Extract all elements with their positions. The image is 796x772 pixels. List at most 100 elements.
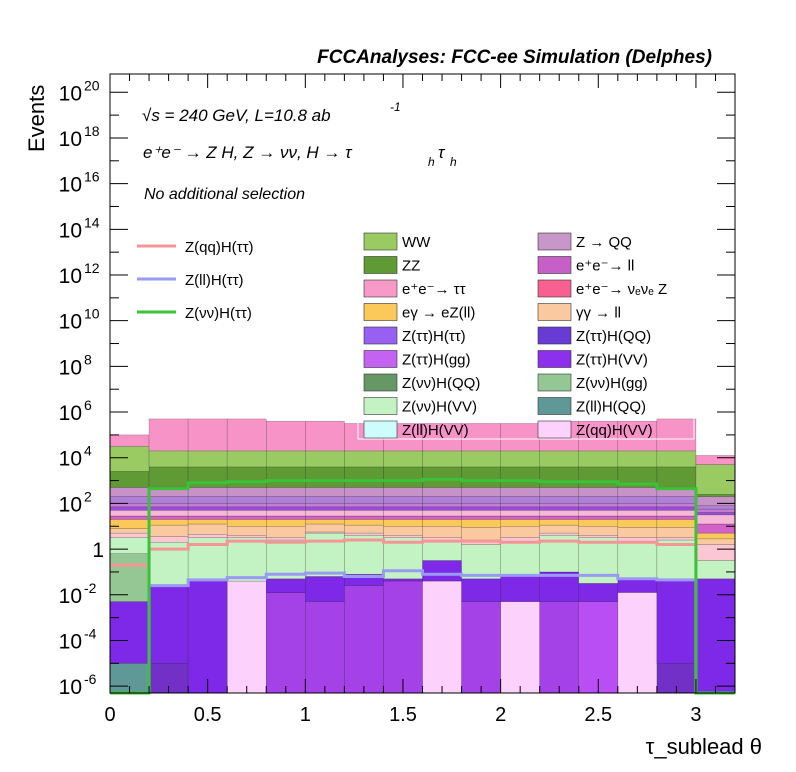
stack-bar xyxy=(422,560,462,582)
stack-bar xyxy=(500,515,540,520)
stack-bar xyxy=(148,524,189,537)
stack-bar xyxy=(148,515,189,520)
legend-fill-label: eγ → eZ(ll) xyxy=(402,305,475,322)
stack-bar xyxy=(344,496,384,504)
stack-bar xyxy=(656,527,697,538)
stack-bar xyxy=(500,601,540,694)
stack-bar xyxy=(578,583,619,602)
stack-bar xyxy=(109,487,150,497)
stack-bar xyxy=(266,539,306,580)
stack-bar xyxy=(617,510,658,517)
stack-bar xyxy=(148,585,189,664)
stack-bar xyxy=(500,487,540,497)
stack-bar xyxy=(422,506,462,511)
stack-bar xyxy=(461,487,501,497)
legend-fill-swatch xyxy=(537,373,572,392)
stack-bar xyxy=(344,450,384,468)
stack-bar xyxy=(695,514,736,525)
stack-bar xyxy=(422,515,462,520)
stack-bar xyxy=(344,515,384,520)
x-tick-label: 3 xyxy=(690,704,701,726)
stack-bar xyxy=(539,519,579,526)
stack-bar xyxy=(578,535,619,538)
stack-bar xyxy=(148,510,189,517)
stack-bar xyxy=(695,560,736,580)
x-tick-label: 1.5 xyxy=(389,704,417,726)
stack-bar xyxy=(461,515,501,520)
legend-line-label: Z(qq)H(ττ) xyxy=(185,239,254,256)
stack-bar xyxy=(656,496,697,504)
stack-bar xyxy=(266,487,306,497)
stack-bar xyxy=(578,450,619,468)
stack-bar xyxy=(187,519,228,525)
stack-bar xyxy=(461,601,501,694)
stack-bar xyxy=(305,576,345,602)
stack-bar xyxy=(187,510,228,517)
stack-bar xyxy=(617,503,658,508)
stack-bar xyxy=(266,519,306,527)
stack-bar xyxy=(148,418,189,452)
stack-bar xyxy=(109,434,150,447)
y-tick-label: 10 xyxy=(59,82,82,105)
y-tick-label: 1 xyxy=(92,539,104,562)
y-tick-exponent: -4 xyxy=(84,625,97,641)
legend-fill-label: Z(ll)H(VV) xyxy=(402,422,469,439)
stack-bar xyxy=(187,523,228,535)
stack-bar xyxy=(656,519,697,528)
stack-bar xyxy=(422,526,462,538)
legend-fill-swatch xyxy=(537,397,572,415)
y-tick-label: 10 xyxy=(59,174,82,197)
y-tick-label: 10 xyxy=(59,311,82,334)
legend-fill-label: γγ → ll xyxy=(576,305,621,322)
stack-bar xyxy=(109,528,150,534)
annotation-process: e⁺e⁻ → Z H, Z → νν, H → τ h τ h xyxy=(143,143,457,169)
stack-bar xyxy=(539,506,579,511)
stack-bar xyxy=(266,450,306,468)
stack-bar xyxy=(422,541,462,561)
stack-bar xyxy=(578,526,619,536)
legend-fill-label: Z(ll)H(QQ) xyxy=(576,399,646,416)
stack-bar xyxy=(305,510,345,517)
annotation-energy-text: √s = 240 GeV, L=10.8 ab xyxy=(142,106,331,125)
y-tick-exponent: -6 xyxy=(84,671,97,687)
stack-bar xyxy=(383,526,423,536)
legend-fill-swatch xyxy=(363,256,398,274)
stack-bar xyxy=(422,496,462,504)
stack-bar xyxy=(266,515,306,520)
stack-bar xyxy=(578,496,619,504)
annotation-process-text: e⁺e⁻ → Z H, Z → νν, H → τ xyxy=(143,143,353,162)
y-tick-exponent: 2 xyxy=(84,488,92,504)
stack-bar xyxy=(695,494,736,497)
stack-bar xyxy=(266,537,306,541)
legend-box xyxy=(357,225,695,440)
legend-fill-swatch xyxy=(537,256,572,274)
stack-bar xyxy=(226,450,267,468)
stack-bar xyxy=(422,450,462,468)
stack-bar xyxy=(266,578,306,593)
stack-bar xyxy=(656,466,697,488)
stack-bar xyxy=(422,503,462,508)
stack-bar xyxy=(226,506,267,511)
x-tick-label: 2.5 xyxy=(584,704,612,726)
stack-bar xyxy=(539,503,579,508)
stack-bar xyxy=(266,466,306,488)
stack-bar xyxy=(422,510,462,517)
stack-bar xyxy=(305,515,345,520)
x-axis-label: τ_sublead θ xyxy=(646,734,762,759)
y-tick-label: 10 xyxy=(59,402,82,425)
x-tick-label: 1 xyxy=(300,704,311,726)
stack-bar xyxy=(539,532,579,536)
stack-bar xyxy=(305,601,345,694)
stack-bar xyxy=(109,532,150,538)
y-tick-label: 10 xyxy=(59,448,82,471)
stack-bar xyxy=(695,464,736,495)
legend-fill-swatch xyxy=(363,279,398,298)
stack-bar xyxy=(187,580,228,694)
legend-fill-label: Z(qq)H(VV) xyxy=(576,422,653,439)
stack-bar xyxy=(148,506,189,511)
legend-fill-label: WW xyxy=(402,234,431,251)
stack-bar xyxy=(695,578,736,694)
stack-bar xyxy=(539,510,579,517)
annotation-energy: √s = 240 GeV, L=10.8 ab -1 xyxy=(142,100,401,125)
legend-fill-label: Z(νν)H(gg) xyxy=(576,375,648,392)
